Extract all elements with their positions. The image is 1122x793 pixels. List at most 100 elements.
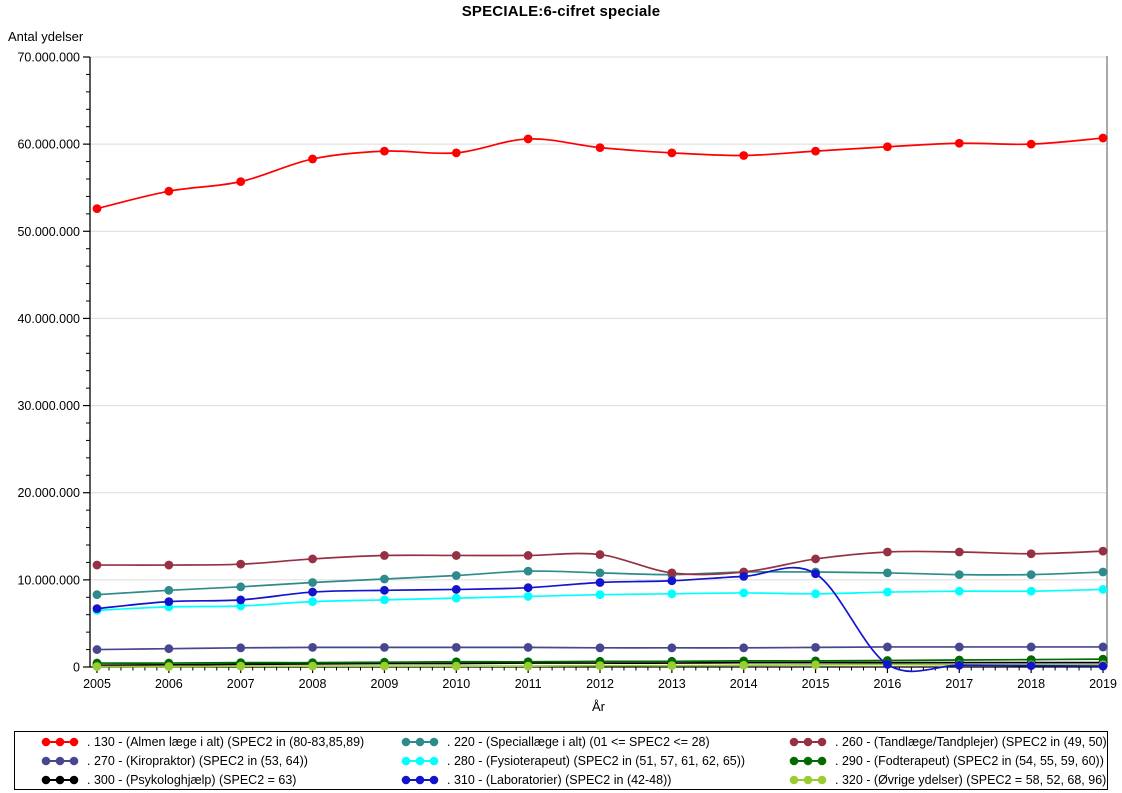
series-point-310 [667,576,677,586]
legend-marker-shape [55,737,65,746]
x-tick-label: 2018 [1017,677,1045,691]
series-point-310 [308,587,317,597]
legend-item-290: . 290 - (Fodterapeut) (SPEC2 in (54, 55,… [777,751,1107,770]
x-tick-label: 2011 [515,677,542,691]
series-point-130 [883,142,892,152]
legend-marker-shape [415,756,425,765]
legend-marker-shape [789,775,799,784]
x-tick-label: 2014 [730,677,758,691]
legend-item-320: . 320 - (Øvrige ydelser) (SPEC2 = 58, 52… [777,770,1107,789]
series-point-220 [92,590,102,600]
legend-item-310: . 310 - (Laboratorier) (SPEC2 in (42-48)… [387,770,777,789]
legend-marker-shape [803,775,813,784]
series-point-220 [1098,567,1108,577]
x-tick-label: 2010 [442,677,470,691]
series-point-280 [883,587,892,597]
series-point-320 [236,661,246,671]
x-tick-label: 2013 [658,677,686,691]
series-point-220 [236,582,246,592]
x-tick-label: 2008 [299,677,327,691]
series-point-130 [523,134,533,144]
series-point-130 [451,148,461,158]
x-tick-label: 2005 [83,677,111,691]
series-point-260 [1026,549,1036,559]
x-tick-label: 2016 [874,677,902,691]
y-tick-label: 50.000.000 [17,225,80,239]
legend-marker-shape [817,756,827,765]
legend-marker-shape [401,737,411,746]
legend-item-280: . 280 - (Fysioterapeut) (SPEC2 in (51, 5… [387,751,777,770]
legend-marker-shape [69,756,79,765]
series-point-270 [380,642,389,652]
series-point-260 [236,559,246,569]
series-point-310 [954,660,964,670]
series-point-220 [523,566,533,576]
legend-marker-shape [803,737,813,746]
legend-marker-shape [401,756,411,765]
legend-marker-shape [41,756,51,765]
series-point-280 [667,589,677,599]
legend-label-300: . 300 - (Psykologhjælp) (SPEC2 = 63) [87,772,297,787]
x-tick-label: 2006 [155,677,183,691]
series-point-280 [739,588,749,598]
series-point-280 [595,590,605,600]
series-point-320 [164,662,174,671]
series-point-270 [164,644,174,654]
legend-marker-shape [429,756,439,765]
series-point-270 [451,642,461,652]
legend-line-marker-icon [41,737,79,746]
series-point-130 [92,204,102,214]
legend-marker-shape [55,775,65,784]
series-point-270 [595,643,605,653]
series-point-280 [308,597,317,607]
series-point-130 [1098,133,1108,143]
y-tick-label: 20.000.000 [17,486,80,500]
legend-marker-shape [415,775,425,784]
legend-marker-shape [415,737,425,746]
series-point-310 [1098,661,1108,671]
legend-label-320: . 320 - (Øvrige ydelser) (SPEC2 = 58, 52… [835,772,1107,787]
legend-marker-shape [41,737,51,746]
legend-line-marker-icon [789,756,827,765]
series-point-260 [308,554,317,564]
y-tick-label: 30.000.000 [17,399,80,413]
legend-label-290: . 290 - (Fodterapeut) (SPEC2 in (54, 55,… [835,753,1104,768]
legend-line-marker-icon [789,737,827,746]
series-point-320 [308,661,317,671]
legend-item-300: . 300 - (Psykologhjælp) (SPEC2 = 63) [15,770,387,789]
y-tick-label: 0 [73,661,80,675]
legend-line-marker-icon [401,775,439,784]
series-point-260 [1098,546,1108,556]
series-point-220 [164,585,174,595]
legend-marker-shape [429,775,439,784]
series-point-280 [451,593,461,603]
legend-marker-shape [789,737,799,746]
x-tick-label: 2007 [227,677,255,691]
series-point-320 [92,662,102,671]
series-point-270 [308,642,317,652]
y-tick-label: 10.000.000 [17,573,80,587]
legend-marker-shape [817,737,827,746]
series-point-310 [92,604,102,614]
series-point-220 [1026,570,1036,580]
x-tick-label: 2015 [802,677,830,691]
chart-legend: . 130 - (Almen læge i alt) (SPEC2 in (80… [14,731,1108,790]
series-point-260 [380,551,389,560]
legend-item-130: . 130 - (Almen læge i alt) (SPEC2 in (80… [15,732,387,751]
series-point-320 [595,661,605,671]
legend-marker-shape [789,756,799,765]
series-point-310 [523,583,533,593]
legend-marker-shape [817,775,827,784]
legend-label-260: . 260 - (Tandlæge/Tandplejer) (SPEC2 in … [835,734,1107,749]
y-axis-title: Antal ydelser [8,29,84,44]
series-point-260 [811,554,820,564]
series-point-260 [883,547,892,557]
legend-label-220: . 220 - (Speciallæge i alt) (01 <= SPEC2… [447,734,710,749]
y-tick-label: 40.000.000 [17,312,80,326]
series-point-320 [667,661,677,671]
series-point-130 [308,154,317,164]
legend-label-130: . 130 - (Almen læge i alt) (SPEC2 in (80… [87,734,365,749]
series-point-270 [1098,642,1108,652]
legend-marker-shape [69,775,79,784]
